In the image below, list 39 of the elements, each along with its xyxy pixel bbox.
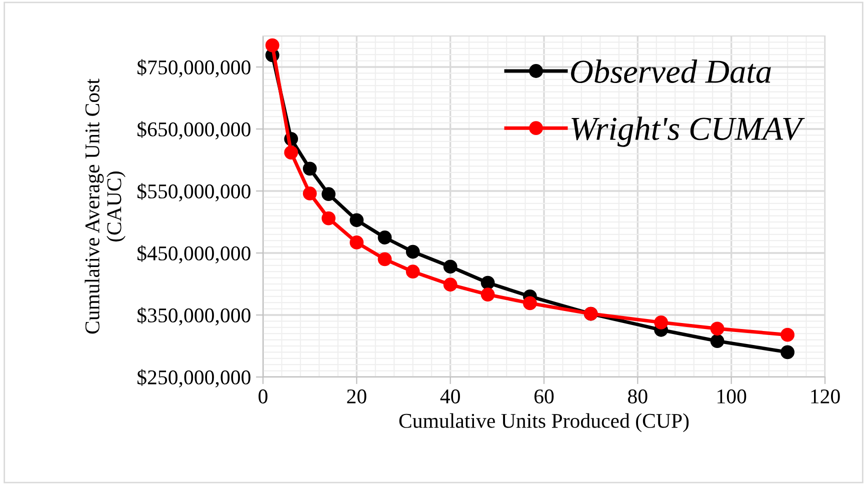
point [284,146,298,160]
y-tick-label: $350,000,000 [138,307,250,326]
y-tick-label: $450,000,000 [138,245,250,264]
point [378,252,392,266]
point [406,244,420,259]
point [302,162,317,176]
x-tick-label: 80 [628,389,648,404]
point [378,230,392,244]
legend-label: Wright's CUMAV [572,116,805,147]
point [443,260,458,274]
point [443,278,458,292]
x-tick-label: 60 [534,389,554,404]
point [654,315,668,330]
point [780,345,794,360]
y-tick-label: $650,000,000 [138,121,250,140]
x-tick-label: 120 [811,389,840,404]
point [265,38,280,52]
y-tick-label: $550,000,000 [138,183,250,202]
x-tick-label: 0 [258,389,268,404]
x-tick-label: 40 [440,389,460,404]
point [322,211,336,226]
point [710,334,724,348]
y-tick-label: $250,000,000 [138,369,250,388]
y-axis-title: Cumulative Average Unit Cost (CAUC) [84,78,126,334]
point [350,236,364,250]
point [710,322,724,336]
x-tick-label: 100 [718,389,746,404]
point [406,264,420,279]
legend-label: Observed Data [571,60,771,84]
x-axis-title: Cumulative Units Produced (CUP) [399,413,689,432]
point [480,276,495,290]
point [350,213,364,228]
point [302,186,317,200]
y-tick-label: $750,000,000 [138,59,250,78]
point [480,288,495,302]
point [322,187,336,202]
x-tick-label: 20 [347,389,366,404]
point [780,328,794,342]
point [523,296,537,310]
